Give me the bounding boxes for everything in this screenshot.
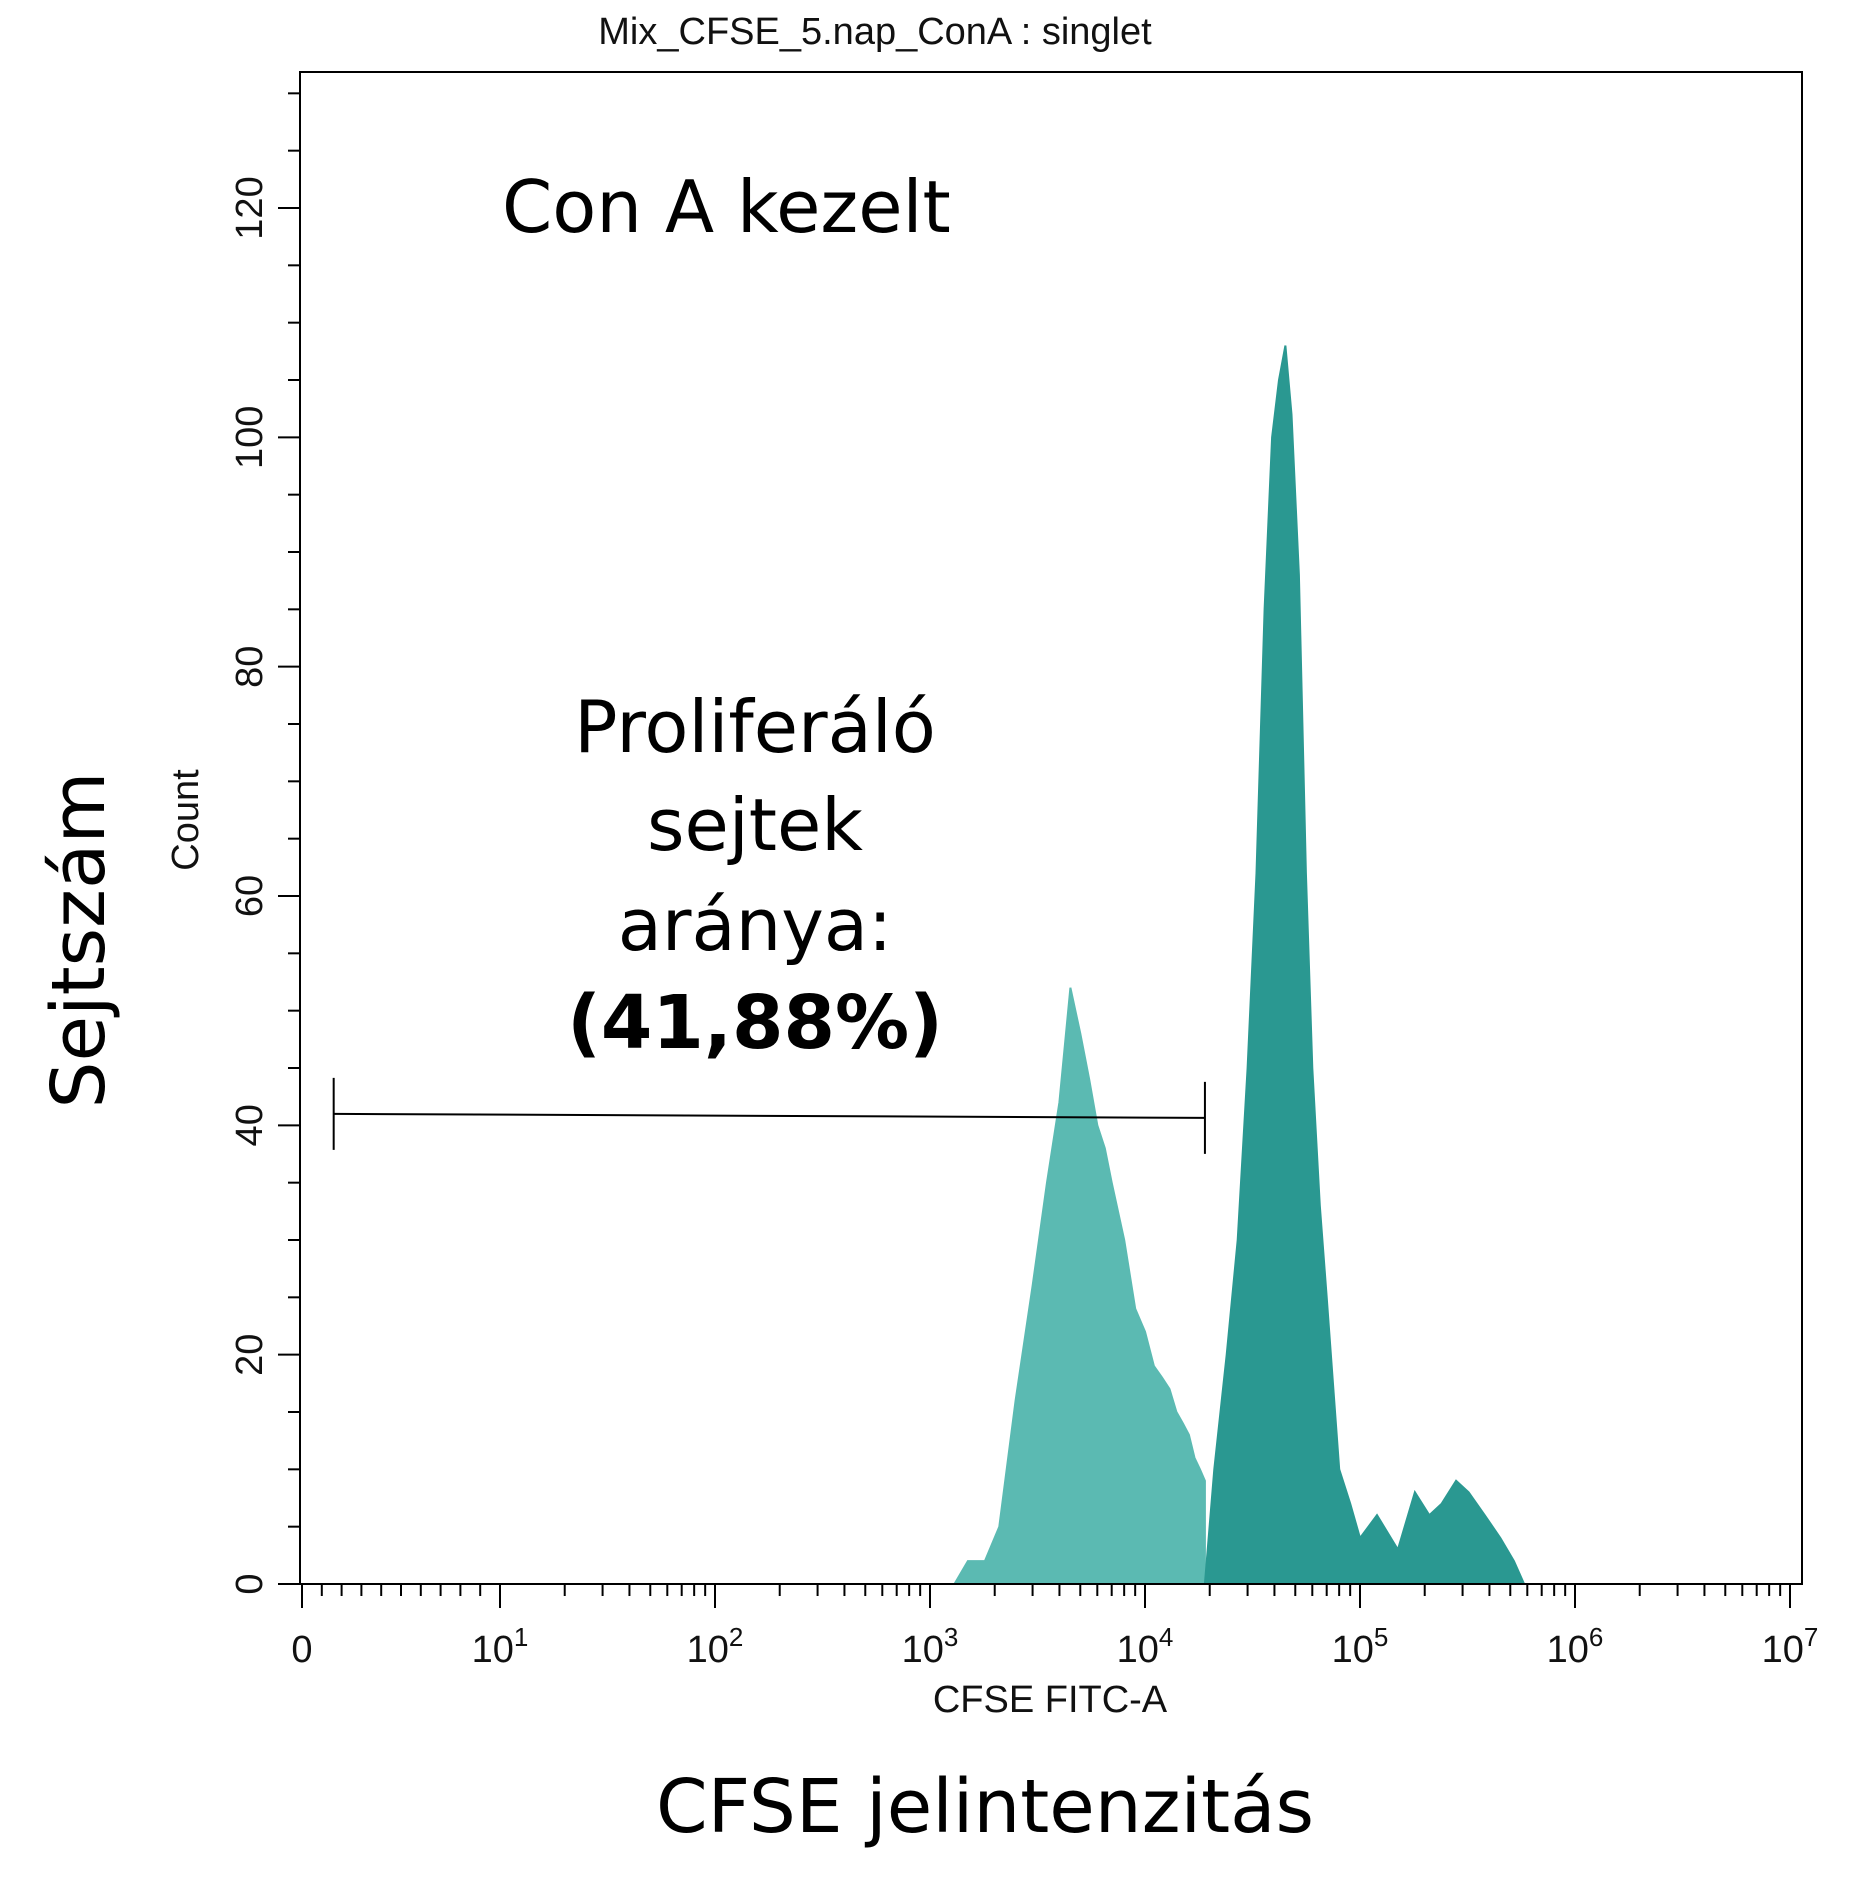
gate-label-line-2: sejtek [647,783,863,867]
x-tick-label: 101 [472,1622,529,1671]
y-axis-label: Count [165,769,207,871]
gate-label-line-3: aránya: [618,883,892,967]
chart-title: Mix_CFSE_5.nap_ConA : singlet [598,11,1152,53]
y-tick-label: 0 [229,1573,271,1594]
x-axis-label: CFSE FITC-A [933,1679,1168,1721]
y-tick-label: 120 [229,176,271,239]
x-tick-label: 102 [687,1622,744,1671]
outer-y-axis-label: Sejtszám [36,772,122,1109]
y-tick-label: 100 [229,406,271,469]
y-axis: 0 20 40 60 80 100 120 [229,92,300,1595]
y-tick-label: 80 [229,646,271,688]
gate-percentage: (41,88%) [567,980,943,1066]
outer-x-axis-label: CFSE jelintenzitás [656,1764,1314,1850]
x-tick-label: 103 [902,1622,959,1671]
y-tick-label: 40 [229,1104,271,1146]
x-tick-label: 0 [291,1629,312,1671]
series-2-area [1203,345,1526,1585]
series-layer [952,345,1526,1585]
y-tick-label: 60 [229,875,271,917]
sample-label: Con A kezelt [502,165,951,249]
gate-label-line-1: Proliferáló [574,685,936,769]
x-tick-label: 105 [1332,1622,1389,1671]
series-1-area [952,987,1206,1585]
x-tick-label: 107 [1762,1622,1819,1671]
gate-layer [332,1077,1206,1154]
gate-line [333,1112,1205,1119]
x-axis: 0 101 102 103 104 105 106 107 [291,1583,1819,1671]
x-tick-label: 104 [1117,1622,1174,1671]
plot-area [299,71,1803,1585]
x-tick-label: 106 [1547,1622,1604,1671]
y-tick-label: 20 [229,1334,271,1376]
